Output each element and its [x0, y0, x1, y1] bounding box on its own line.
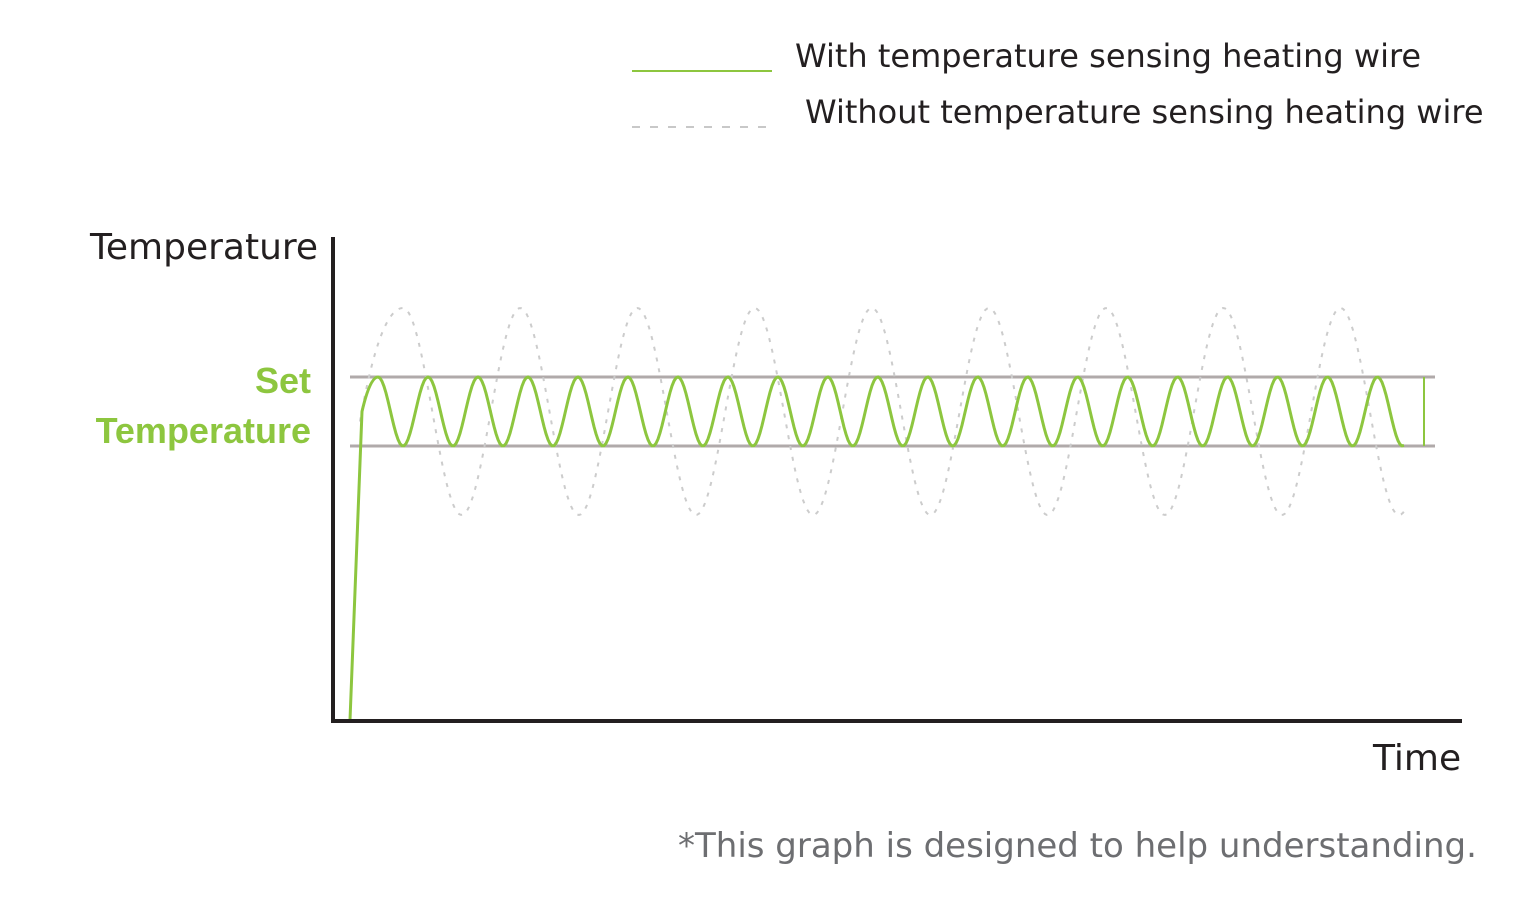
legend-label-without: Without temperature sensing heating wire [805, 93, 1484, 131]
legend-label-with: With temperature sensing heating wire [795, 37, 1422, 75]
x-axis-label: Time [1373, 738, 1462, 779]
set-temperature-label-line2: Temperature [95, 410, 311, 451]
series-with-line [348, 375, 1405, 721]
set-temperature-label-line1: Set [254, 360, 311, 401]
set-temperature-label: Set Temperature [96, 356, 311, 456]
footnote: *This graph is designed to help understa… [678, 826, 1477, 866]
y-axis-label: Temperature [90, 227, 319, 268]
series-without-line [359, 306, 1406, 517]
